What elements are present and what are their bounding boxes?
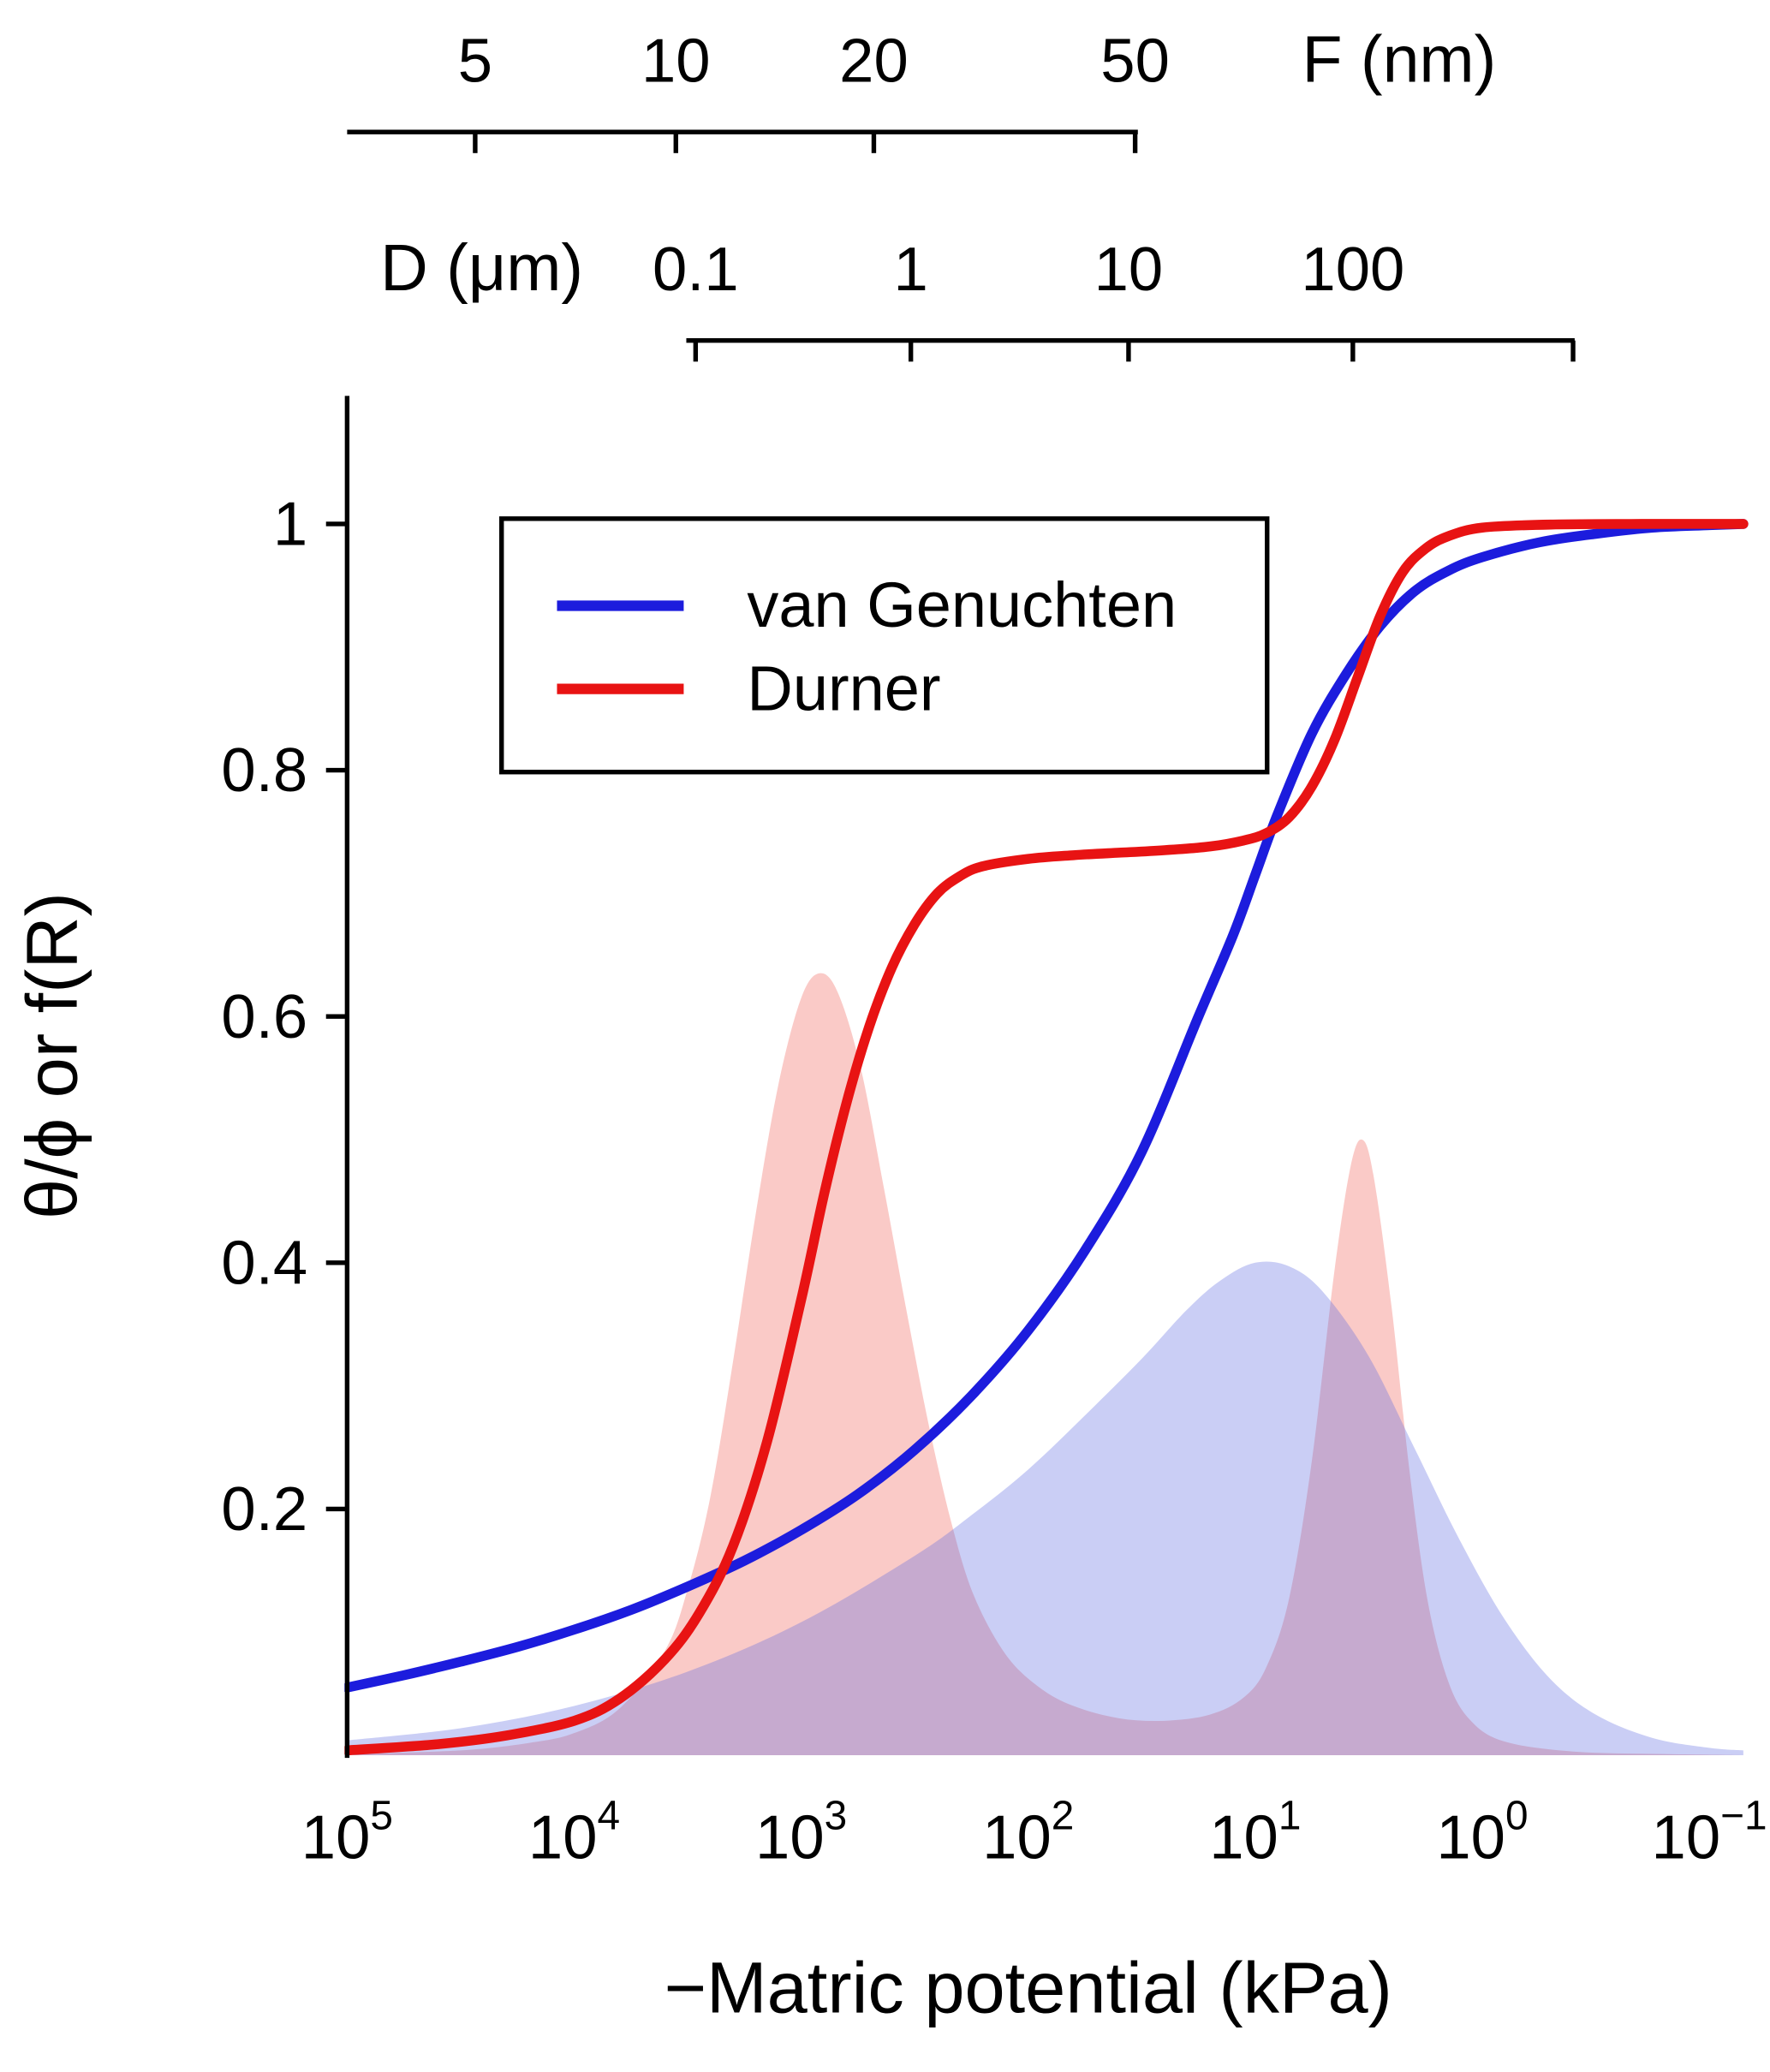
x-axis-title: −Matric potential (kPa) [664, 1947, 1392, 2028]
y-axis-title: θ/ϕ or f(R) [10, 892, 92, 1219]
legend-label-durner: Durner [747, 652, 940, 723]
legend-box [499, 516, 1270, 775]
y-axis: 1 0.8 0.6 0.4 0.2 [221, 396, 350, 1759]
top-axis-tick-label: 50 [1100, 27, 1170, 96]
x-tick-label: 105 [301, 1793, 393, 1872]
y-tick-label: 0.6 [221, 982, 307, 1051]
y-tick-label: 0.2 [221, 1474, 307, 1544]
top-axis-tick-label: 0.1 [653, 235, 739, 304]
durner-curve [344, 519, 1749, 1756]
x-tick-label: 10−1 [1652, 1793, 1767, 1872]
legend-label-van-genuchten: van Genuchten [747, 569, 1177, 640]
x-tick-label: 103 [755, 1793, 847, 1872]
y-tick-label: 0.4 [221, 1228, 307, 1297]
x-axis: 105 104 103 102 101 100 10−1 [301, 1793, 1767, 1872]
x-tick-label: 101 [1209, 1793, 1301, 1872]
distributions [347, 973, 1743, 1756]
top-axis-title: F (nm) [1302, 23, 1496, 97]
y-tick-label: 1 [273, 490, 307, 559]
top-axis-tick-label: 10 [641, 27, 711, 96]
legend: van Genuchten Durner [499, 516, 1270, 775]
curves [344, 519, 1749, 1756]
top-axis-tick-label: 10 [1094, 235, 1164, 304]
durner-pore-distribution [347, 973, 1743, 1756]
top-axis-tick-label: 20 [839, 27, 909, 96]
top-axis-tick-label: 1 [894, 235, 928, 304]
top-axis-0: 5 10 20 50 F (nm) [347, 23, 1496, 153]
y-tick-label: 0.8 [221, 735, 307, 805]
x-tick-label: 102 [982, 1793, 1074, 1872]
top-axis-1: 0.1 1 10 100 D (μm) [380, 231, 1576, 362]
van-genuchten-curve [344, 519, 1749, 1693]
x-tick-label: 100 [1436, 1793, 1528, 1872]
van-genuchten-pore-distribution [347, 1261, 1743, 1756]
top-axes: 5 10 20 50 F (nm) 0.1 1 10 100 D (μm) [347, 23, 1576, 362]
x-tick-label: 104 [528, 1793, 620, 1872]
top-axis-tick-label: 100 [1301, 235, 1404, 304]
top-axis-title: D (μm) [380, 231, 583, 305]
top-axis-tick-label: 5 [458, 27, 492, 96]
